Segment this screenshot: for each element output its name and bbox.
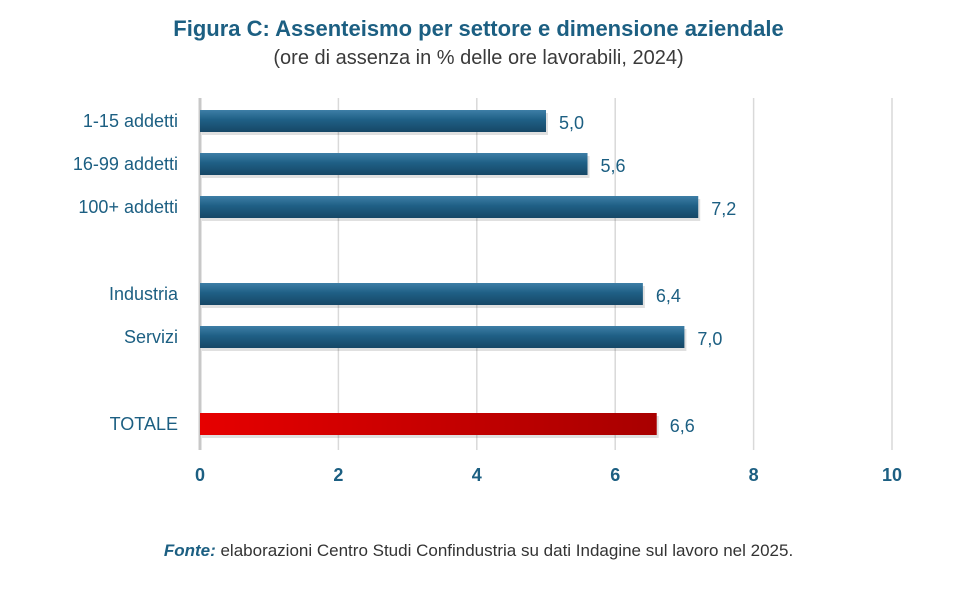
- value-label: 7,2: [711, 199, 736, 219]
- chart-subtitle: (ore di assenza in % delle ore lavorabil…: [273, 47, 684, 69]
- chart-title: Figura C: Assenteismo per settore e dime…: [173, 16, 784, 41]
- x-tick-label: 10: [882, 465, 902, 485]
- bar-100-addetti: [200, 196, 699, 218]
- category-label: Industria: [109, 284, 179, 304]
- category-label: TOTALE: [110, 414, 178, 434]
- bar-chart: 1-15 addetti 5,0 16-99 addetti 5,6 100+ adde…: [73, 98, 902, 485]
- bar-industria: [200, 283, 643, 305]
- x-tick-label: 6: [610, 465, 620, 485]
- category-label: Servizi: [124, 327, 178, 347]
- category-label: 1-15 addetti: [83, 111, 178, 131]
- source-note: Fonte: elaborazioni Centro Studi Confind…: [0, 541, 957, 561]
- value-label: 6,4: [656, 286, 681, 306]
- x-tick-label: 8: [749, 465, 759, 485]
- source-label: Fonte:: [163, 541, 216, 560]
- value-label: 5,0: [559, 113, 584, 133]
- value-label: 7,0: [697, 329, 722, 349]
- bar-servizi: [200, 326, 685, 348]
- bar-16-99-addetti: [200, 153, 588, 175]
- bar-1-15-addetti: [200, 110, 546, 132]
- source-text: elaborazioni Centro Studi Confindustria …: [215, 541, 794, 560]
- value-label: 5,6: [601, 156, 626, 176]
- x-tick-label: 2: [333, 465, 343, 485]
- category-label: 100+ addetti: [78, 197, 178, 217]
- value-label: 6,6: [670, 416, 695, 436]
- category-label: 16-99 addetti: [73, 154, 178, 174]
- bar-totale: [200, 413, 657, 435]
- x-tick-label: 4: [472, 465, 482, 485]
- x-tick-label: 0: [195, 465, 205, 485]
